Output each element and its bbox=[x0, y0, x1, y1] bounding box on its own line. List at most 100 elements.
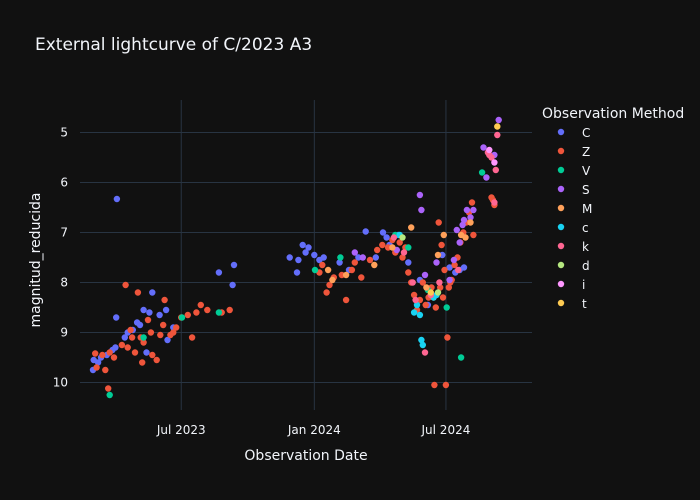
legend-marker bbox=[557, 242, 565, 250]
data-point bbox=[188, 334, 196, 341]
data-point bbox=[136, 321, 144, 329]
data-point bbox=[215, 309, 223, 316]
y-tick-label: 7 bbox=[60, 226, 68, 240]
data-point bbox=[480, 144, 487, 151]
data-point bbox=[416, 191, 424, 199]
data-point bbox=[140, 306, 147, 314]
data-point bbox=[113, 195, 121, 203]
legend-item-Z[interactable]: Z bbox=[557, 145, 590, 159]
data-point bbox=[436, 279, 443, 286]
legend-item-V[interactable]: V bbox=[557, 164, 591, 178]
data-point bbox=[366, 256, 374, 264]
data-point bbox=[99, 351, 106, 359]
data-point bbox=[492, 166, 499, 174]
legend-item-d[interactable]: d bbox=[557, 259, 590, 273]
legend-item-i[interactable]: i bbox=[557, 278, 586, 292]
points-layer bbox=[89, 116, 502, 399]
data-point bbox=[460, 264, 468, 271]
data-point bbox=[162, 306, 170, 314]
data-point bbox=[383, 234, 390, 241]
data-point bbox=[491, 159, 498, 166]
data-point bbox=[311, 266, 319, 274]
series-S bbox=[351, 116, 502, 284]
legend-item-k[interactable]: k bbox=[557, 240, 589, 254]
data-point bbox=[453, 226, 460, 234]
legend-item-t[interactable]: t bbox=[557, 297, 587, 311]
data-point bbox=[379, 241, 386, 249]
data-point bbox=[399, 234, 406, 241]
legend-marker bbox=[557, 261, 565, 269]
legend-item-S[interactable]: S bbox=[557, 183, 590, 197]
data-point bbox=[439, 294, 447, 301]
data-point bbox=[483, 174, 490, 181]
data-point bbox=[324, 266, 332, 274]
data-point bbox=[122, 281, 129, 289]
data-point bbox=[451, 261, 458, 269]
data-point bbox=[140, 339, 147, 346]
chart-title: External lightcurve of C/2023 A3 bbox=[35, 35, 312, 55]
data-point bbox=[446, 276, 453, 284]
data-point bbox=[139, 359, 146, 366]
data-point bbox=[396, 239, 403, 246]
data-point bbox=[371, 261, 378, 269]
legend-marker bbox=[557, 204, 565, 212]
data-point bbox=[362, 228, 369, 235]
data-point bbox=[337, 254, 344, 261]
data-point bbox=[164, 336, 171, 344]
data-point bbox=[435, 219, 442, 226]
legend-title: Observation Method bbox=[542, 106, 684, 122]
x-axis-label: Observation Date bbox=[244, 448, 367, 464]
data-point bbox=[463, 206, 471, 214]
data-point bbox=[197, 301, 204, 309]
data-point bbox=[153, 356, 160, 364]
legend-item-M[interactable]: M bbox=[557, 202, 593, 216]
data-point bbox=[431, 381, 438, 389]
legend-label: k bbox=[582, 240, 589, 254]
data-point bbox=[94, 359, 102, 366]
data-point bbox=[161, 296, 168, 304]
data-point bbox=[229, 281, 236, 289]
data-point bbox=[144, 316, 152, 324]
data-point bbox=[438, 241, 445, 249]
data-point bbox=[462, 234, 469, 241]
data-point bbox=[421, 349, 429, 356]
data-point bbox=[302, 249, 309, 256]
data-point bbox=[470, 206, 477, 214]
data-point bbox=[433, 259, 440, 266]
data-point bbox=[495, 116, 502, 124]
data-point bbox=[467, 214, 474, 221]
data-point bbox=[323, 289, 330, 296]
y-tick-label: 6 bbox=[60, 176, 68, 190]
data-point bbox=[131, 349, 139, 356]
data-point bbox=[405, 259, 412, 266]
data-point bbox=[143, 349, 150, 356]
legend-label: t bbox=[582, 297, 587, 311]
data-point bbox=[351, 249, 358, 256]
data-point bbox=[488, 154, 495, 161]
data-point bbox=[390, 234, 398, 241]
data-point bbox=[455, 266, 462, 274]
data-point bbox=[127, 326, 134, 334]
data-point bbox=[124, 344, 131, 351]
data-point bbox=[412, 296, 419, 304]
y-axis-label: magnitud_reducida bbox=[28, 193, 44, 328]
data-point bbox=[418, 336, 425, 344]
data-point bbox=[418, 206, 425, 214]
data-point bbox=[106, 349, 113, 356]
data-point bbox=[286, 254, 293, 261]
data-point bbox=[389, 244, 396, 251]
data-point bbox=[494, 123, 501, 130]
x-tick-label: Jan 2024 bbox=[287, 423, 341, 437]
data-point bbox=[204, 306, 211, 314]
legend-marker bbox=[557, 280, 565, 288]
data-point bbox=[215, 269, 223, 276]
legend-item-c[interactable]: c bbox=[557, 221, 589, 235]
data-point bbox=[434, 289, 442, 296]
data-point bbox=[106, 391, 113, 399]
legend-item-C[interactable]: C bbox=[557, 126, 591, 140]
legend-label: i bbox=[582, 278, 585, 292]
data-point bbox=[305, 244, 312, 251]
